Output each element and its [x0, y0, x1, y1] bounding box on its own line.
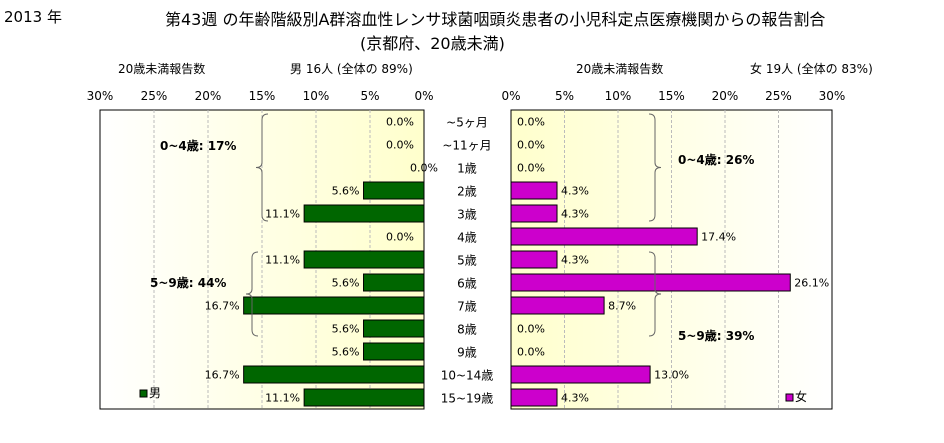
category-label: 2歳 — [457, 185, 477, 199]
right-axis-label: 20歳未満報告数 — [576, 62, 664, 76]
category-label: 4歳 — [457, 231, 477, 245]
male-data-label: 5.6% — [332, 277, 360, 290]
right-tick-label: 25% — [765, 89, 792, 103]
right-tick-label: 10% — [605, 89, 632, 103]
female-bar — [510, 204, 558, 223]
age-group-brace — [255, 113, 269, 222]
male-data-label: 5.6% — [332, 323, 360, 336]
category-label: 7歳 — [457, 300, 477, 314]
female-data-label: 4.3% — [561, 392, 589, 405]
female-data-label: 17.4% — [701, 231, 736, 244]
category-label: 3歳 — [457, 208, 477, 222]
age-group-label: 5~9歳: 39% — [678, 328, 754, 343]
female-data-label: 8.7% — [608, 300, 636, 313]
female-data-label: 0.0% — [517, 323, 545, 336]
male-bar — [243, 365, 425, 384]
male-bar — [303, 250, 425, 269]
male-bar — [363, 273, 425, 292]
category-label: ~5ヶ月 — [446, 116, 488, 130]
age-group-brace — [648, 251, 662, 337]
female-legend-swatch — [785, 393, 794, 402]
category-label: ~11ヶ月 — [442, 139, 491, 153]
left-tick-label: 15% — [249, 89, 276, 103]
age-group-brace — [648, 113, 662, 222]
male-data-label: 11.1% — [265, 208, 300, 221]
male-bar — [303, 204, 425, 223]
female-data-label: 4.3% — [561, 208, 589, 221]
female-legend-label: 女 — [795, 389, 807, 404]
category-label: 9歳 — [457, 346, 477, 360]
age-group-label: 0~4歳: 26% — [678, 152, 754, 167]
male-data-label: 16.7% — [205, 300, 240, 313]
male-bar — [363, 181, 425, 200]
left-tick-label: 20% — [195, 89, 222, 103]
age-group-brace — [245, 251, 259, 337]
male-data-label: 5.6% — [332, 185, 360, 198]
chart-title: 第43週 の年齢階級別A群溶血性レンサ球菌咽頭炎患者の小児科定点医療機関からの報… — [165, 10, 826, 29]
left-tick-label: 25% — [141, 89, 168, 103]
female-data-label: 0.0% — [517, 116, 545, 129]
female-data-label: 4.3% — [561, 185, 589, 198]
female-bar — [510, 250, 558, 269]
category-label: 10~14歳 — [441, 369, 494, 383]
age-group-label: 5~9歳: 44% — [150, 275, 226, 290]
female-bar — [510, 365, 651, 384]
right-tick-label: 5% — [555, 89, 574, 103]
male-legend-label: 男 — [149, 386, 161, 400]
category-label: 5歳 — [457, 254, 477, 268]
female-data-label: 0.0% — [517, 139, 545, 152]
male-bar — [363, 342, 425, 361]
year-label: 2013 年 — [4, 8, 62, 26]
category-label: 1歳 — [457, 162, 477, 176]
female-data-label: 0.0% — [517, 346, 545, 359]
female-data-label: 4.3% — [561, 254, 589, 267]
male-data-label: 5.6% — [332, 346, 360, 359]
female-bar — [510, 296, 605, 315]
female-data-label: 13.0% — [654, 369, 689, 382]
male-bar — [303, 388, 425, 407]
male-bar — [363, 319, 425, 338]
male-data-label: 0.0% — [410, 162, 438, 175]
left-tick-label: 10% — [303, 89, 330, 103]
female-data-label: 26.1% — [794, 277, 829, 290]
right-tick-label: 30% — [819, 89, 846, 103]
left-summary: 男 16人 (全体の 89%) — [290, 62, 413, 76]
left-tick-label: 30% — [87, 89, 114, 103]
female-bar — [510, 273, 791, 292]
right-tick-label: 0% — [501, 89, 520, 103]
male-bar — [243, 296, 425, 315]
left-tick-label: 0% — [414, 89, 433, 103]
chart-subtitle: (京都府、20歳未満) — [360, 34, 505, 53]
male-data-label: 16.7% — [205, 369, 240, 382]
right-summary: 女 19人 (全体の 83%) — [750, 62, 873, 76]
male-data-label: 0.0% — [386, 231, 414, 244]
category-label: 6歳 — [457, 277, 477, 291]
male-data-label: 11.1% — [265, 392, 300, 405]
male-legend-swatch — [139, 389, 148, 398]
right-tick-label: 20% — [712, 89, 739, 103]
left-tick-label: 5% — [360, 89, 379, 103]
category-label: 15~19歳 — [441, 392, 494, 406]
female-data-label: 0.0% — [517, 162, 545, 175]
female-bar — [510, 388, 558, 407]
age-group-label: 0~4歳: 17% — [160, 138, 236, 153]
category-label: 8歳 — [457, 323, 477, 337]
male-data-label: 11.1% — [265, 254, 300, 267]
right-tick-label: 15% — [658, 89, 685, 103]
male-data-label: 0.0% — [386, 139, 414, 152]
left-axis-label: 20歳未満報告数 — [118, 62, 206, 76]
right-plot-area — [510, 109, 833, 410]
female-bar — [510, 181, 558, 200]
male-data-label: 0.0% — [386, 116, 414, 129]
female-bar — [510, 227, 698, 246]
